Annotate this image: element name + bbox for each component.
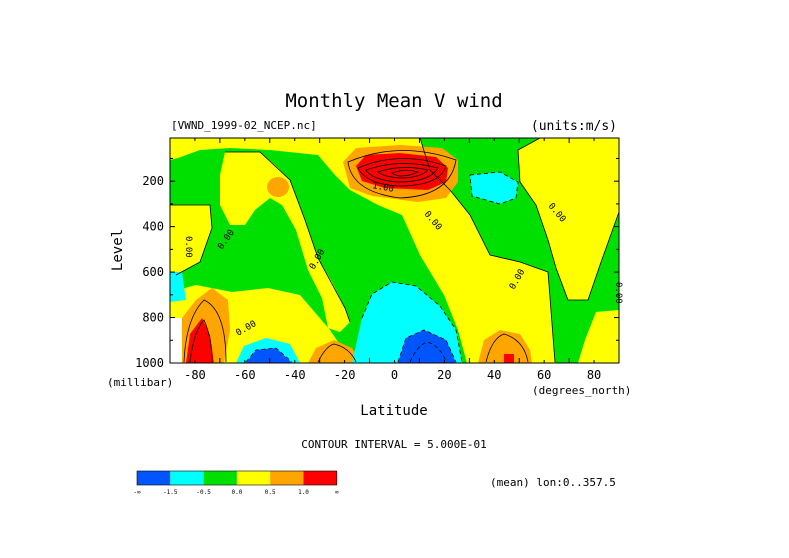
contour-label: 1.00	[371, 181, 394, 195]
region-positive	[518, 138, 619, 300]
region-positive	[578, 310, 619, 363]
y-tick-label: 1000	[135, 356, 164, 370]
x-tick-label: -60	[234, 368, 256, 382]
x-axis: -80 -60 -40 -20 0 20 40 60 80	[169, 138, 620, 382]
x-tick-label: -40	[284, 368, 306, 382]
y-tick-label: 400	[142, 220, 164, 234]
legend-swatch	[270, 471, 304, 485]
legend-tick-label: -∞	[133, 489, 141, 496]
legend-tick-label: ∞	[335, 489, 339, 496]
region-negative	[470, 172, 518, 204]
region-positive-max	[356, 153, 448, 190]
y-units-label: (millibar)	[107, 376, 173, 389]
x-tick-label: 40	[487, 368, 501, 382]
x-axis-label: Latitude	[360, 403, 427, 419]
legend-swatch	[236, 471, 271, 485]
legend-tick-label: 0.5	[265, 489, 276, 496]
region-negative-strong	[246, 348, 292, 363]
region-positive-strong	[308, 340, 362, 363]
region-positive-max	[504, 354, 514, 363]
x-units-label: (degrees_north)	[532, 384, 631, 397]
dataset-label: [VWND_1999-02_NCEP.nc]	[171, 119, 317, 132]
y-axis: 200 400 600 800 1000	[135, 157, 619, 370]
region-undefined	[170, 318, 182, 363]
contour-interval-label: CONTOUR INTERVAL = 5.000E-01	[301, 438, 486, 451]
legend-tick-label: -1.5	[163, 489, 178, 496]
x-tick-label: 20	[437, 368, 451, 382]
legend-swatch	[303, 471, 337, 485]
chart-title: Monthly Mean V wind	[285, 90, 502, 112]
x-tick-label: 0	[391, 368, 398, 382]
region-positive-max	[186, 318, 214, 363]
legend-tick-label: 0.0	[231, 489, 242, 496]
contour-lines-negative	[245, 171, 519, 363]
y-tick-label: 800	[142, 311, 164, 325]
plot-area	[170, 138, 619, 363]
region-negative	[170, 272, 186, 302]
region-positive	[170, 205, 212, 278]
legend-tick-label: -0.5	[196, 489, 211, 496]
y-tick-label: 600	[142, 265, 164, 279]
legend-tick-label: 1.0	[298, 489, 309, 496]
x-tick-label: -20	[334, 368, 356, 382]
region-positive-strong	[478, 330, 532, 363]
y-axis-label: Level	[110, 229, 126, 271]
y-tick-label: 200	[142, 174, 164, 188]
legend-swatch	[203, 471, 237, 485]
legend-swatch	[170, 471, 204, 485]
region-positive	[220, 152, 350, 332]
mean-label: (mean) lon:0..357.5	[490, 476, 616, 489]
x-tick-label: -80	[184, 368, 206, 382]
x-tick-label: 60	[537, 368, 551, 382]
region-positive	[170, 138, 555, 363]
legend-frame	[136, 470, 338, 486]
region-positive-strong	[267, 177, 289, 197]
x-tick-label: 80	[587, 368, 601, 382]
legend-swatch	[137, 471, 171, 485]
units-label: (units:m/s)	[531, 119, 617, 134]
contour-label: 0.00	[613, 282, 623, 304]
color-legend: -∞ -1.5 -0.5 0.0 0.5 1.0 ∞	[133, 470, 339, 496]
contour-lines	[170, 138, 619, 363]
contour-label: 0.00	[183, 236, 193, 258]
